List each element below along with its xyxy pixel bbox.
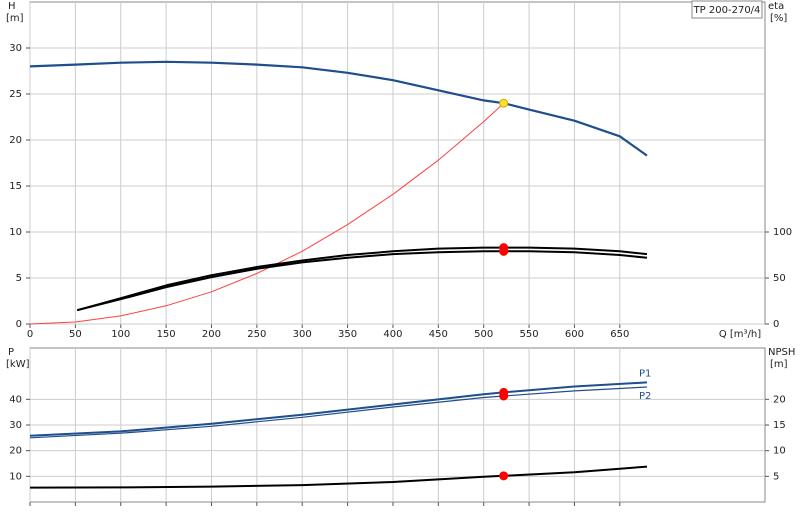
y-tick-label: 20 [9,135,22,146]
y2-tick-label: 10 [773,446,786,457]
y-axis-label: H [8,1,16,12]
x-tick-label: 300 [293,329,312,340]
x-tick-label: 50 [69,329,82,340]
y-tick-label: 20 [9,446,22,457]
y-axis-label: P [8,347,14,358]
x-tick-label: 250 [247,329,266,340]
curve [29,102,505,325]
y-tick-label: 15 [9,181,22,192]
y-axis-unit: [m] [6,13,24,24]
y2-tick-label: 0 [773,319,779,330]
x-tick-label: 550 [520,329,539,340]
point-marker [499,98,509,108]
y2-tick-label: 15 [773,420,786,431]
y-tick-label: 25 [9,89,22,100]
x-tick-label: 100 [111,329,130,340]
y2-tick-label: 5 [773,471,779,482]
curve [29,381,648,437]
point-marker [499,471,509,481]
y2-tick-label: 50 [773,273,786,284]
y-tick-label: 10 [9,227,22,238]
x-tick-label: 400 [383,329,402,340]
y2-axis-label: eta [768,1,784,12]
y-axis-unit: [kW] [6,359,30,370]
chart-title: TP 200-270/4 [693,5,761,16]
y-tick-label: 30 [9,420,22,431]
x-tick-label: 0 [27,329,33,340]
y2-axis-unit: [%] [770,13,787,24]
x-tick-label: 350 [338,329,357,340]
y-tick-label: 30 [9,43,22,54]
curve [29,386,648,439]
plot-area [29,1,766,325]
y-tick-label: 0 [16,319,22,330]
curve-label: P2 [639,391,651,402]
x-tick-label: 500 [474,329,493,340]
y2-axis-label: NPSH [768,347,795,358]
x-tick-label: 450 [429,329,448,340]
x-axis-label: Q [m³/h] [719,329,761,340]
y2-tick-label: 20 [773,394,786,405]
curve [29,465,648,489]
point-marker [499,391,509,401]
x-tick-label: 650 [610,329,629,340]
y-tick-label: 40 [9,394,22,405]
curve [76,246,648,312]
y2-tick-label: 100 [773,227,792,238]
x-tick-label: 200 [202,329,221,340]
y2-axis-unit: [m] [770,359,788,370]
x-tick-label: 600 [565,329,584,340]
curve [29,60,648,157]
x-tick-label: 150 [157,329,176,340]
point-marker [499,246,509,256]
curve-label: P1 [639,368,651,379]
y-tick-label: 5 [16,273,22,284]
y-tick-label: 10 [9,471,22,482]
title-box [691,0,763,19]
curve [76,250,648,312]
